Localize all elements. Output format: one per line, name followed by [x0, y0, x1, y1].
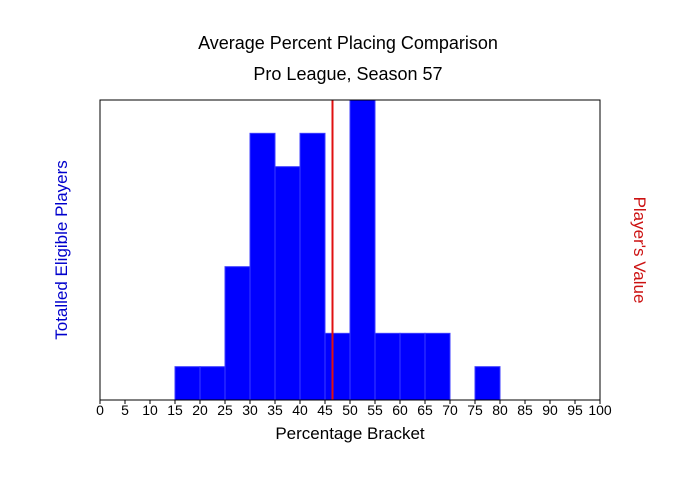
x-tick-label: 20 [192, 402, 208, 418]
histogram-bar [424, 332, 451, 401]
y-axis-label-right: Player's Value [630, 197, 649, 304]
x-tick-label: 15 [167, 402, 183, 418]
x-tick-label: 0 [96, 402, 104, 418]
chart-title: Average Percent Placing Comparison [198, 33, 498, 53]
histogram-bar [224, 266, 251, 401]
x-tick-label: 80 [492, 402, 508, 418]
chart-subtitle: Pro League, Season 57 [253, 64, 442, 84]
x-tick-label: 75 [467, 402, 483, 418]
x-tick-label: 70 [442, 402, 458, 418]
histogram-bar [199, 366, 226, 401]
histogram-bar [474, 366, 501, 401]
x-tick-label: 45 [317, 402, 333, 418]
x-tick-label: 10 [142, 402, 158, 418]
histogram-bar [374, 332, 401, 401]
histogram-bar [274, 166, 301, 401]
x-ticks: 0 5 10 15 20 25 30 35 40 45 50 55 60 65 70 75 80 85 90 95 10… [96, 400, 612, 418]
x-tick-label: 55 [367, 402, 383, 418]
histogram-bar [174, 366, 201, 401]
histogram-bar [349, 99, 376, 401]
x-tick-label: 90 [542, 402, 558, 418]
x-tick-label: 100 [588, 402, 612, 418]
histogram-bar [299, 132, 326, 401]
y-axis-label-left: Totalled Eligible Players [52, 160, 71, 340]
x-tick-label: 85 [517, 402, 533, 418]
x-tick-label: 5 [121, 402, 129, 418]
x-tick-label: 50 [342, 402, 358, 418]
x-tick-label: 30 [242, 402, 258, 418]
x-tick-label: 40 [292, 402, 308, 418]
histogram-bar [399, 332, 426, 401]
x-tick-label: 35 [267, 402, 283, 418]
x-tick-label: 25 [217, 402, 233, 418]
bars-group [174, 99, 501, 401]
x-tick-label: 60 [392, 402, 408, 418]
x-axis-label: Percentage Bracket [275, 424, 425, 443]
histogram-bar [324, 332, 351, 401]
x-tick-label: 65 [417, 402, 433, 418]
histogram-bar [249, 132, 276, 401]
x-tick-label: 95 [567, 402, 583, 418]
